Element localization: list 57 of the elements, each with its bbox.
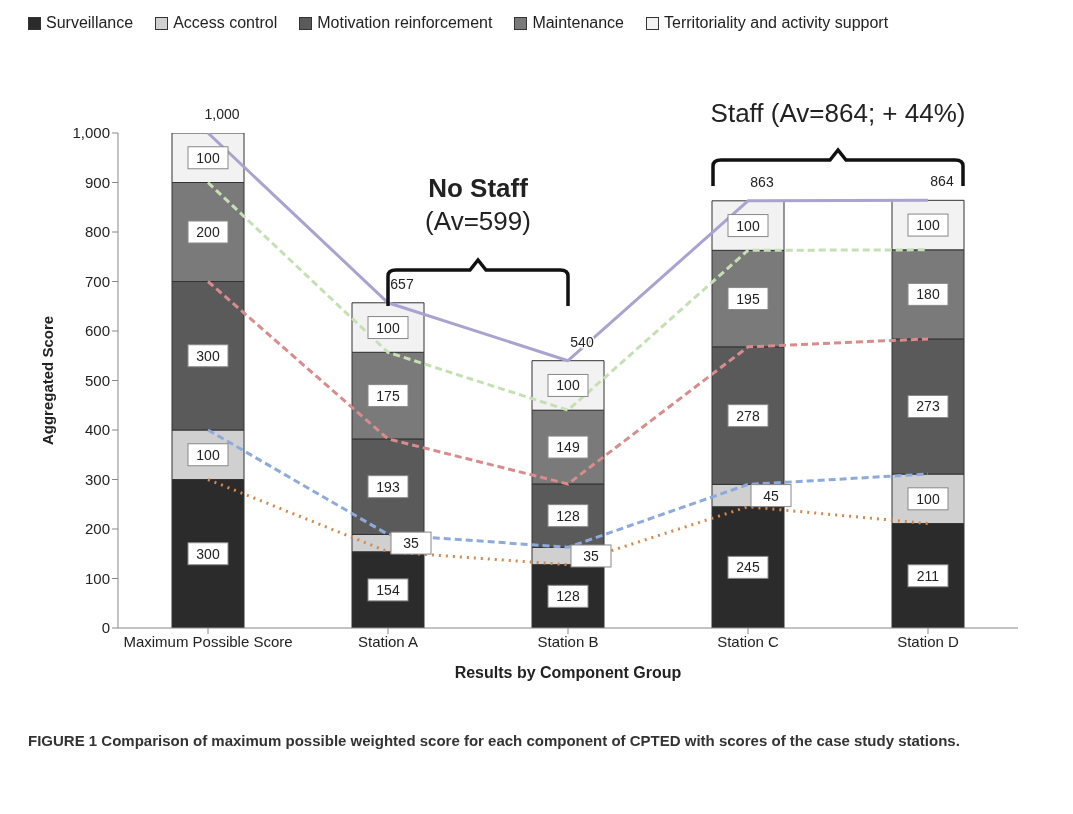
x-tick-label: Station C [717, 632, 780, 650]
y-tick-label: 800 [84, 223, 110, 241]
data-label: 100 [196, 446, 220, 463]
data-label: 273 [916, 398, 940, 415]
caption: FIGURE 1 Comparison of maximum possible weighted score for each component of CPTED with scores of the case study stations. [27, 731, 961, 751]
annotation: No Staff [427, 173, 529, 204]
data-label: 149 [556, 439, 580, 456]
y-tick-label: 500 [84, 371, 110, 389]
data-label: 300 [196, 545, 220, 562]
data-label: 45 [763, 487, 779, 504]
y-tick-label: 200 [84, 520, 110, 538]
data-label: 100 [736, 217, 760, 234]
y-tick-label: 300 [84, 470, 110, 488]
data-label: 200 [196, 224, 220, 240]
data-label: 128 [556, 588, 580, 605]
total-label: 657 [390, 275, 414, 292]
y-tick-label: 0 [101, 619, 110, 637]
data-label: 245 [736, 559, 760, 576]
legend-label: Maintenance [532, 14, 625, 32]
x-tick-label: Maximum Possible Score [123, 632, 293, 650]
total-label: 1,000 [204, 106, 240, 122]
data-label: 300 [196, 347, 220, 364]
legend-label: Surveillance [46, 14, 134, 32]
data-label: 195 [736, 290, 760, 307]
x-tick-label: Station D [897, 632, 960, 650]
data-label: 128 [556, 507, 580, 524]
y-tick-label: 100 [84, 569, 110, 587]
legend-label: Territoriality and activity support [664, 14, 889, 32]
total-label: 864 [930, 173, 954, 190]
data-label: 180 [916, 286, 940, 303]
y-axis-title: Aggregated Score [39, 315, 57, 446]
legend-label: Motivation reinforcement [317, 14, 493, 32]
x-tick-label: Station A [357, 632, 419, 650]
data-label: 100 [916, 217, 940, 234]
total-label: 540 [570, 333, 594, 350]
y-tick-label: 600 [84, 322, 110, 340]
y-tick-label: 1,000 [72, 124, 110, 142]
total-label: 863 [750, 173, 774, 190]
y-tick-label: 400 [84, 421, 110, 439]
annotation: (Av=599) [424, 206, 532, 237]
data-label: 100 [916, 490, 940, 507]
data-label: 100 [376, 319, 400, 336]
y-tick-label: 700 [84, 272, 110, 290]
data-label: 100 [196, 149, 220, 166]
data-label: 100 [556, 377, 580, 394]
x-axis-title: Results by Component Group [454, 664, 682, 681]
data-label: 35 [583, 547, 599, 564]
data-label: 278 [736, 407, 760, 424]
data-label: 35 [403, 535, 419, 552]
data-label: 211 [916, 567, 940, 584]
data-label: 193 [376, 478, 400, 495]
y-tick-label: 900 [84, 173, 110, 191]
x-tick-label: Station B [537, 632, 599, 650]
text: Staff (Av=864; + 44%) [709, 98, 967, 129]
data-label: 175 [376, 387, 400, 404]
data-label: 154 [376, 581, 400, 598]
legend-label: Access control [173, 14, 278, 32]
